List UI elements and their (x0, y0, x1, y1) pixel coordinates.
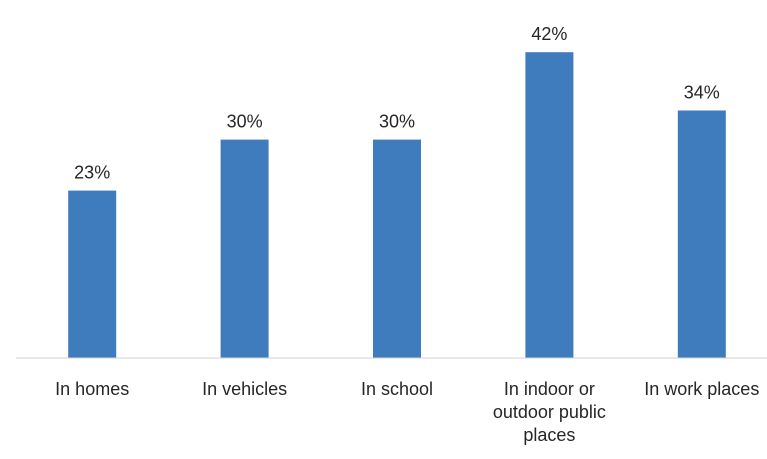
category-labels-group: In homes In vehicles In school In indoor or… (55, 379, 759, 445)
data-label-3: 30% (379, 112, 415, 132)
category-label-2-line-1: In vehicles (202, 379, 287, 399)
bar-2 (220, 139, 269, 358)
bars-group (68, 52, 726, 358)
data-label-1: 23% (74, 163, 110, 183)
category-label-4-line-2: outdoor public (493, 402, 606, 422)
category-label-4-line-3: places (523, 425, 575, 445)
category-label-3: In school (361, 379, 433, 399)
category-label-4: In indoor or outdoor public places (493, 379, 606, 445)
category-label-3-line-1: In school (361, 379, 433, 399)
bar-4 (525, 52, 574, 358)
bar-1 (68, 190, 117, 358)
data-label-2: 30% (227, 112, 263, 132)
bar-3 (373, 139, 421, 358)
category-label-1: In homes (55, 379, 129, 399)
category-label-1-line-1: In homes (55, 379, 129, 399)
data-label-5: 34% (684, 83, 720, 103)
bar-5 (677, 110, 726, 358)
category-label-2: In vehicles (202, 379, 287, 399)
data-labels-group: 23% 30% 30% 42% 34% (74, 24, 720, 182)
data-label-4: 42% (531, 24, 567, 44)
category-label-5: In work places (644, 379, 759, 399)
category-label-5-line-1: In work places (644, 379, 759, 399)
category-label-4-line-1: In indoor or (504, 379, 595, 399)
